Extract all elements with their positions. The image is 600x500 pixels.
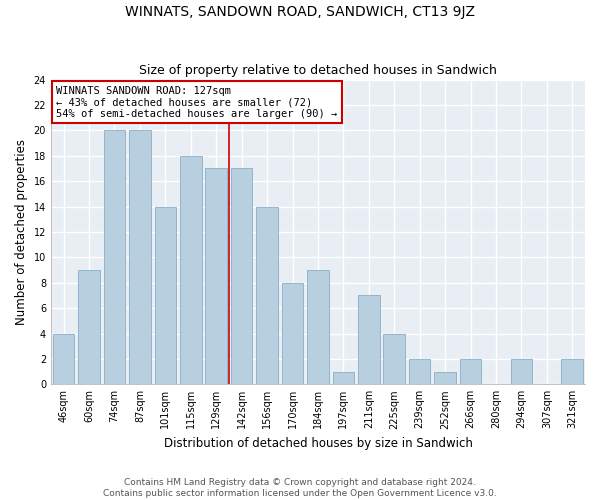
Bar bbox=[180, 156, 202, 384]
Bar bbox=[155, 206, 176, 384]
Bar bbox=[129, 130, 151, 384]
Bar bbox=[383, 334, 405, 384]
Bar bbox=[307, 270, 329, 384]
Bar bbox=[282, 282, 304, 384]
Bar bbox=[511, 359, 532, 384]
Bar bbox=[205, 168, 227, 384]
Text: WINNATS, SANDOWN ROAD, SANDWICH, CT13 9JZ: WINNATS, SANDOWN ROAD, SANDWICH, CT13 9J… bbox=[125, 5, 475, 19]
Bar bbox=[409, 359, 430, 384]
Bar bbox=[104, 130, 125, 384]
Text: WINNATS SANDOWN ROAD: 127sqm
← 43% of detached houses are smaller (72)
54% of se: WINNATS SANDOWN ROAD: 127sqm ← 43% of de… bbox=[56, 86, 338, 119]
X-axis label: Distribution of detached houses by size in Sandwich: Distribution of detached houses by size … bbox=[164, 437, 472, 450]
Bar bbox=[256, 206, 278, 384]
Y-axis label: Number of detached properties: Number of detached properties bbox=[15, 139, 28, 325]
Bar bbox=[460, 359, 481, 384]
Bar bbox=[358, 296, 380, 384]
Bar bbox=[231, 168, 253, 384]
Bar bbox=[562, 359, 583, 384]
Bar bbox=[53, 334, 74, 384]
Bar bbox=[434, 372, 456, 384]
Bar bbox=[78, 270, 100, 384]
Title: Size of property relative to detached houses in Sandwich: Size of property relative to detached ho… bbox=[139, 64, 497, 77]
Bar bbox=[332, 372, 354, 384]
Text: Contains HM Land Registry data © Crown copyright and database right 2024.
Contai: Contains HM Land Registry data © Crown c… bbox=[103, 478, 497, 498]
